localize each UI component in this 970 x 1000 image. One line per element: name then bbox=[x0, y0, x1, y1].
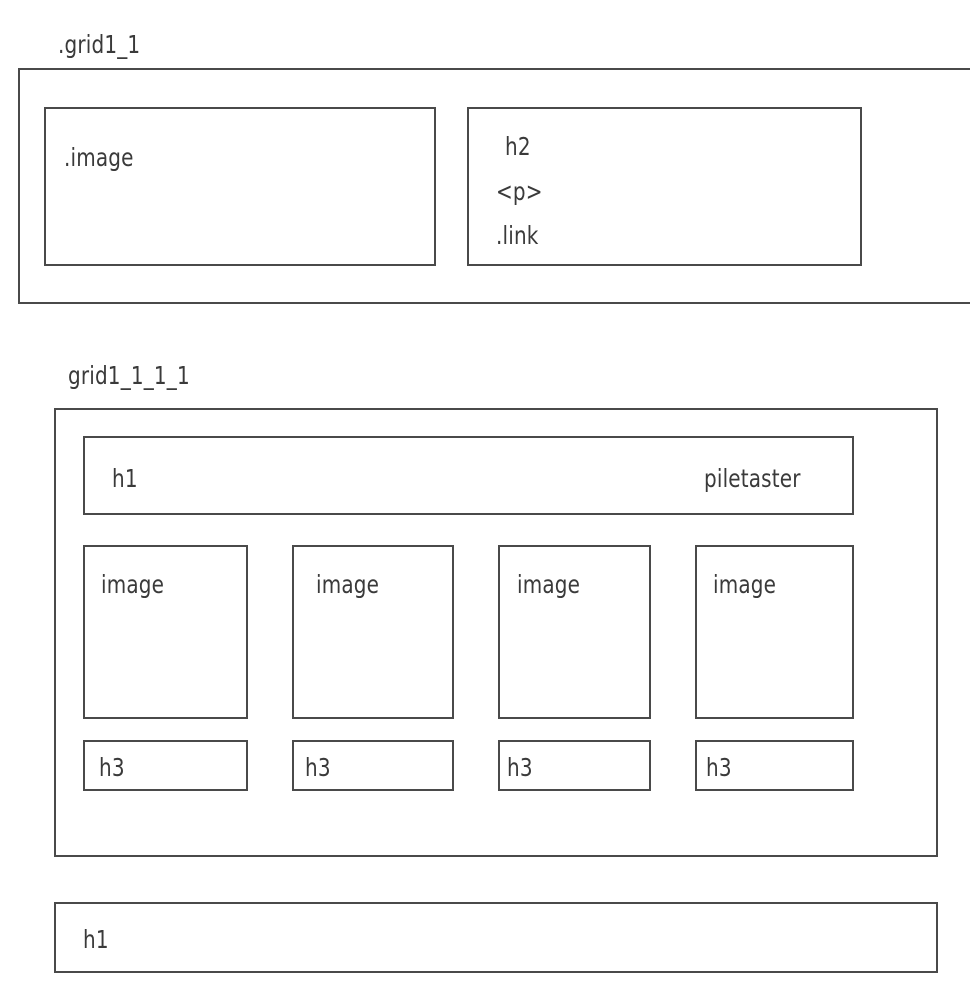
card-image-label: image bbox=[517, 570, 581, 599]
card-caption-label: h3 bbox=[305, 753, 331, 782]
card-image-box: image bbox=[498, 545, 651, 719]
card-image-label: image bbox=[316, 570, 380, 599]
footer-bar-label: h1 bbox=[83, 925, 109, 954]
header-bar-right-label: piletaster bbox=[704, 464, 801, 493]
card-caption-box: h3 bbox=[695, 740, 854, 791]
image-box-label: .image bbox=[64, 143, 134, 172]
section1-title: .grid1_1 bbox=[58, 30, 141, 59]
card-image-box: image bbox=[695, 545, 854, 719]
grid1-1-text-box: h2 <p> .link bbox=[467, 107, 862, 266]
card-image-label: image bbox=[713, 570, 777, 599]
section2-title: grid1_1_1_1 bbox=[68, 361, 190, 390]
text-box-line-link: .link bbox=[496, 221, 539, 250]
card-caption-label: h3 bbox=[706, 753, 732, 782]
header-bar-left-label: h1 bbox=[112, 464, 138, 493]
card-image-label: image bbox=[101, 570, 165, 599]
card-image-box: image bbox=[83, 545, 248, 719]
card-caption-label: h3 bbox=[99, 753, 125, 782]
card-image-box: image bbox=[292, 545, 454, 719]
footer-bar: h1 bbox=[54, 902, 938, 973]
card-caption-box: h3 bbox=[498, 740, 651, 791]
text-box-line-p: <p> bbox=[496, 177, 543, 206]
card-caption-label: h3 bbox=[507, 753, 533, 782]
grid1-1-image-box: .image bbox=[44, 107, 436, 266]
text-box-line-h2: h2 bbox=[505, 132, 531, 161]
card-caption-box: h3 bbox=[292, 740, 454, 791]
section2-header-bar: h1 piletaster bbox=[83, 436, 854, 515]
card-caption-box: h3 bbox=[83, 740, 248, 791]
